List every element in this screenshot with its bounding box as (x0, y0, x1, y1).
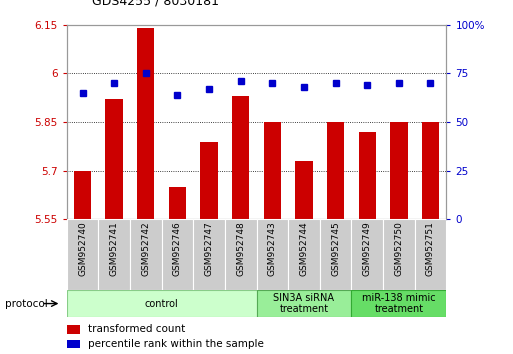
FancyBboxPatch shape (351, 290, 446, 317)
Text: SIN3A siRNA
treatment: SIN3A siRNA treatment (273, 293, 334, 314)
Text: GSM952744: GSM952744 (300, 222, 308, 276)
Text: GSM952747: GSM952747 (205, 222, 213, 276)
Text: transformed count: transformed count (88, 325, 185, 335)
Bar (201, 142, 218, 219)
Text: GDS4255 / 8030181: GDS4255 / 8030181 (92, 0, 220, 7)
Bar (390, 122, 407, 219)
Text: GSM952751: GSM952751 (426, 222, 435, 276)
Bar (137, 28, 154, 219)
Text: GSM952743: GSM952743 (268, 222, 277, 276)
Bar (295, 161, 312, 219)
Text: GSM952749: GSM952749 (363, 222, 372, 276)
FancyBboxPatch shape (383, 219, 415, 290)
Text: control: control (145, 298, 179, 309)
Bar (74, 171, 91, 219)
Bar (327, 122, 344, 219)
Text: protocol: protocol (5, 298, 48, 309)
FancyBboxPatch shape (256, 290, 351, 317)
Text: miR-138 mimic
treatment: miR-138 mimic treatment (362, 293, 436, 314)
Text: GSM952740: GSM952740 (78, 222, 87, 276)
Bar (264, 122, 281, 219)
FancyBboxPatch shape (351, 219, 383, 290)
Text: GSM952748: GSM952748 (236, 222, 245, 276)
FancyBboxPatch shape (98, 219, 130, 290)
Text: GSM952741: GSM952741 (110, 222, 119, 276)
FancyBboxPatch shape (288, 219, 320, 290)
Text: GSM952750: GSM952750 (394, 222, 403, 276)
FancyBboxPatch shape (162, 219, 193, 290)
FancyBboxPatch shape (225, 219, 256, 290)
Bar (106, 99, 123, 219)
Text: GSM952745: GSM952745 (331, 222, 340, 276)
Text: GSM952742: GSM952742 (141, 222, 150, 276)
FancyBboxPatch shape (130, 219, 162, 290)
Text: GSM952746: GSM952746 (173, 222, 182, 276)
Text: percentile rank within the sample: percentile rank within the sample (88, 339, 264, 349)
FancyBboxPatch shape (256, 219, 288, 290)
FancyBboxPatch shape (193, 219, 225, 290)
Bar (67, 325, 80, 333)
Bar (169, 187, 186, 219)
FancyBboxPatch shape (320, 219, 351, 290)
Bar (359, 132, 376, 219)
FancyBboxPatch shape (415, 219, 446, 290)
FancyBboxPatch shape (67, 219, 98, 290)
Bar (422, 122, 439, 219)
FancyBboxPatch shape (67, 290, 256, 317)
Bar (232, 96, 249, 219)
Bar (67, 340, 80, 348)
